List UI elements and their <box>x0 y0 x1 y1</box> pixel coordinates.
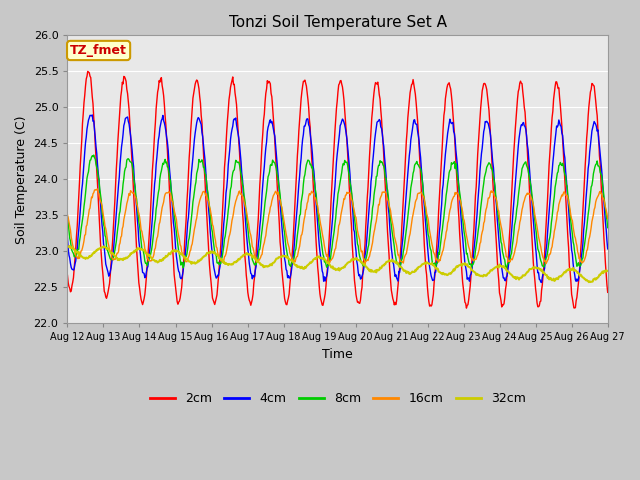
4cm <box>604 246 612 252</box>
Line: 32cm: 32cm <box>67 246 608 282</box>
2cm <box>604 289 612 295</box>
4cm <box>538 280 545 286</box>
16cm <box>420 194 428 200</box>
16cm <box>542 261 550 266</box>
Line: 8cm: 8cm <box>67 155 608 270</box>
2cm <box>130 190 138 195</box>
Line: 4cm: 4cm <box>67 115 608 283</box>
16cm <box>130 190 138 196</box>
32cm <box>420 261 428 267</box>
Legend: 2cm, 4cm, 8cm, 16cm, 32cm: 2cm, 4cm, 8cm, 16cm, 32cm <box>145 387 531 410</box>
16cm <box>604 216 612 221</box>
2cm <box>63 273 71 278</box>
32cm <box>63 244 71 250</box>
Line: 2cm: 2cm <box>67 72 608 308</box>
2cm <box>74 223 81 229</box>
16cm <box>93 186 101 192</box>
2cm <box>463 305 470 311</box>
32cm <box>213 252 221 258</box>
32cm <box>130 250 138 255</box>
4cm <box>88 112 96 118</box>
2cm <box>184 169 192 175</box>
4cm <box>404 170 412 176</box>
32cm <box>585 279 593 285</box>
X-axis label: Time: Time <box>322 348 353 361</box>
Y-axis label: Soil Temperature (C): Soil Temperature (C) <box>15 115 28 244</box>
2cm <box>420 227 428 232</box>
8cm <box>502 267 510 273</box>
4cm <box>213 275 221 280</box>
8cm <box>90 152 97 158</box>
2cm <box>404 115 412 120</box>
32cm <box>604 268 612 274</box>
16cm <box>74 254 81 260</box>
8cm <box>404 214 412 219</box>
32cm <box>184 258 192 264</box>
8cm <box>213 260 221 266</box>
2cm <box>213 292 221 298</box>
Text: TZ_fmet: TZ_fmet <box>70 44 127 57</box>
8cm <box>184 238 192 244</box>
32cm <box>404 270 412 276</box>
4cm <box>420 196 428 202</box>
16cm <box>63 212 71 218</box>
8cm <box>63 214 71 220</box>
4cm <box>130 164 138 169</box>
8cm <box>420 192 428 197</box>
4cm <box>63 235 71 241</box>
16cm <box>404 243 412 249</box>
16cm <box>184 254 192 260</box>
2cm <box>84 69 92 74</box>
32cm <box>66 243 74 249</box>
8cm <box>74 247 81 252</box>
4cm <box>184 215 192 220</box>
32cm <box>74 250 82 256</box>
8cm <box>130 173 138 179</box>
Title: Tonzi Soil Temperature Set A: Tonzi Soil Temperature Set A <box>228 15 447 30</box>
16cm <box>213 245 221 251</box>
8cm <box>604 225 612 230</box>
Line: 16cm: 16cm <box>67 189 608 264</box>
4cm <box>74 247 81 252</box>
